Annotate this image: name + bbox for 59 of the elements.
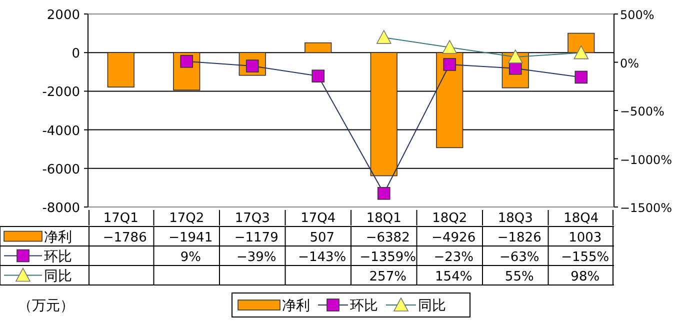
data-label: −1826 (497, 230, 542, 246)
point (574, 45, 589, 60)
y-tick-label: -6000 (42, 162, 80, 178)
bar (107, 52, 134, 88)
data-label: −1786 (102, 230, 147, 246)
data-label: 98% (570, 270, 600, 284)
point (508, 50, 523, 64)
x-tick-label: 18Q1 (366, 211, 402, 226)
data-label: −6382 (366, 230, 410, 246)
x-tick-label: 17Q1 (103, 211, 138, 226)
point (574, 70, 588, 84)
x-tick-label: 18Q3 (498, 211, 533, 226)
bar (304, 42, 332, 53)
x-tick-label: 18Q2 (432, 211, 468, 226)
point (312, 70, 325, 82)
legend-label: 同比 (418, 298, 446, 314)
data-label: 154% (435, 270, 472, 284)
point (376, 30, 392, 44)
point (442, 40, 458, 54)
y2-tick-label: 0% (620, 56, 640, 70)
x-tick-label: 18Q4 (564, 211, 599, 226)
legend-label: 环比 (350, 298, 378, 314)
data-label: 257% (369, 270, 406, 284)
y-tick-label: -8000 (42, 201, 80, 216)
data-label: −23% (434, 250, 474, 265)
data-label: 55% (504, 270, 534, 284)
x-tick-label: 17Q2 (169, 211, 204, 226)
bar (370, 52, 398, 176)
data-label: −39% (236, 250, 276, 265)
y2-tick-label: 500% (620, 8, 654, 22)
text: 环比 (44, 249, 72, 265)
data-label: −1941 (168, 230, 213, 246)
y-tick-label: -2000 (42, 85, 80, 100)
point (180, 54, 194, 68)
y2-tick-label: −500% (620, 104, 664, 118)
y-tick-label: 0 (72, 46, 80, 62)
bar (568, 32, 595, 53)
data-label: −143% (298, 250, 346, 265)
x-tick-label: 17Q3 (234, 211, 270, 226)
legend-label: 净利 (44, 230, 72, 246)
data-label: −63% (499, 250, 540, 265)
data-label: 507 (310, 230, 335, 246)
text: （万元） (18, 298, 74, 314)
y2-tick-label: −1500% (620, 201, 672, 215)
data-label: −1179 (234, 230, 278, 246)
y-tick-label: -4000 (42, 124, 80, 139)
y-tick-label: 2000 (46, 8, 80, 23)
bar (436, 52, 464, 148)
data-label: −1359% (360, 250, 416, 265)
text: 净利 (282, 298, 310, 314)
data-label: −155% (561, 250, 610, 265)
text: 同比 (44, 268, 72, 284)
data-label: 9% (180, 250, 201, 265)
data-label: 1003 (568, 230, 602, 246)
x-tick-label: 17Q4 (300, 211, 336, 226)
data-label: −4926 (432, 230, 476, 246)
y2-tick-label: −1000% (620, 152, 672, 167)
point (377, 186, 390, 200)
point (443, 58, 456, 71)
